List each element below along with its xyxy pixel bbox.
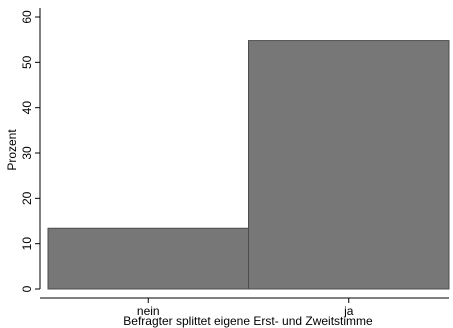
y-tick-label: 60: [20, 10, 34, 24]
bars-group: [47, 40, 450, 290]
y-tick-label: 50: [20, 55, 34, 69]
bar-nein: [47, 227, 249, 290]
y-tick-label: 40: [20, 101, 34, 115]
x-tick-label: nein: [137, 304, 160, 318]
x-axis-title: Befragter splittet eigene Erst- und Zwei…: [123, 314, 373, 328]
y-tick-label: 20: [20, 191, 34, 205]
y-ticks-group: 0 10 20 30 40 50 60: [20, 10, 40, 292]
x-tick-label: ja: [343, 304, 354, 318]
y-tick-label: 0: [20, 285, 34, 292]
y-tick-label: 10: [20, 237, 34, 251]
y-tick-label: 30: [20, 146, 34, 160]
bar-ja: [248, 40, 450, 290]
x-ticks-group: nein ja: [137, 298, 354, 318]
y-axis-title: Prozent: [5, 129, 19, 171]
